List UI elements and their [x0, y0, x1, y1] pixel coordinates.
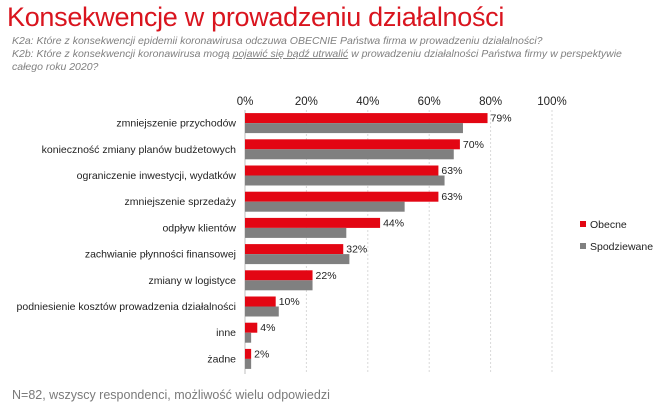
bar-spodziewane — [245, 254, 350, 265]
question-k2b: K2b: Które z konsekwencji koronawirusa m… — [12, 48, 622, 60]
bar-spodziewane — [245, 175, 445, 186]
footer-note: N=82, wszyscy respondenci, możliwość wie… — [12, 388, 330, 402]
bar-spodziewane — [245, 149, 454, 160]
data-label: 2% — [254, 348, 269, 360]
data-label: 4% — [260, 322, 275, 334]
question-k2b-line2: całego roku 2020? — [12, 61, 99, 73]
question-k2b-pre: K2b: Które z konsekwencji koronawirusa m… — [12, 48, 233, 60]
bar-spodziewane — [245, 201, 405, 212]
bar-obecne — [245, 296, 276, 307]
x-tick-label: 60% — [418, 96, 441, 108]
data-label: 44% — [383, 217, 404, 229]
category-label: zmniejszenie sprzedaży — [125, 196, 237, 208]
legend-swatch-spodziewane — [580, 243, 586, 249]
legend-label-spodziewane: Spodziewane — [590, 241, 653, 253]
data-label: 10% — [279, 296, 300, 308]
question-k2a: K2a: Które z konsekwencji epidemii koron… — [12, 35, 543, 47]
category-label: ograniczenie inwestycji, wydatków — [77, 170, 237, 182]
bar-obecne — [245, 270, 313, 281]
bar-spodziewane — [245, 306, 279, 317]
bar-spodziewane — [245, 280, 313, 291]
x-tick-label: 40% — [356, 96, 379, 108]
legend-label-obecne: Obecne — [590, 219, 627, 231]
data-label: 32% — [346, 244, 367, 256]
bar-obecne — [245, 348, 252, 359]
bar-spodziewane — [245, 123, 463, 134]
category-label: odpływ klientów — [162, 222, 236, 234]
data-label: 63% — [441, 165, 462, 177]
x-tick-label: 20% — [295, 96, 318, 108]
question-k2b-underlined: pojawić się bądź utrwalić — [232, 48, 349, 60]
data-label: 79% — [491, 113, 512, 125]
page-title: Konsekwencje w prowadzeniu działalności — [7, 2, 505, 32]
x-tick-label: 0% — [237, 96, 254, 108]
bar-obecne — [245, 113, 488, 124]
bar-spodziewane — [245, 227, 347, 238]
bar-spodziewane — [245, 332, 252, 343]
bar-obecne — [245, 165, 439, 176]
legend-swatch-obecne — [580, 221, 586, 227]
bar-obecne — [245, 217, 381, 228]
data-label: 70% — [463, 139, 484, 151]
category-label: konieczność zmiany planów budżetowych — [42, 144, 237, 156]
category-label: zachwianie płynności finansowej — [85, 249, 236, 261]
bar-obecne — [245, 191, 439, 202]
category-label: inne — [216, 327, 236, 339]
category-label: podniesienie kosztów prowadzenia działal… — [17, 301, 236, 313]
bar-obecne — [245, 139, 460, 150]
category-label: zmiany w logistyce — [148, 275, 236, 287]
bar-spodziewane — [245, 358, 252, 369]
bar-obecne — [245, 322, 258, 333]
data-label: 63% — [441, 191, 462, 203]
x-tick-label: 100% — [537, 96, 566, 108]
data-label: 22% — [316, 270, 337, 282]
category-label: żadne — [207, 353, 236, 365]
question-k2b-post: w prowadzeniu działalności Państwa firmy… — [348, 48, 622, 60]
category-label: zmniejszenie przychodów — [116, 118, 236, 130]
x-tick-label: 80% — [479, 96, 502, 108]
bar-obecne — [245, 244, 344, 255]
